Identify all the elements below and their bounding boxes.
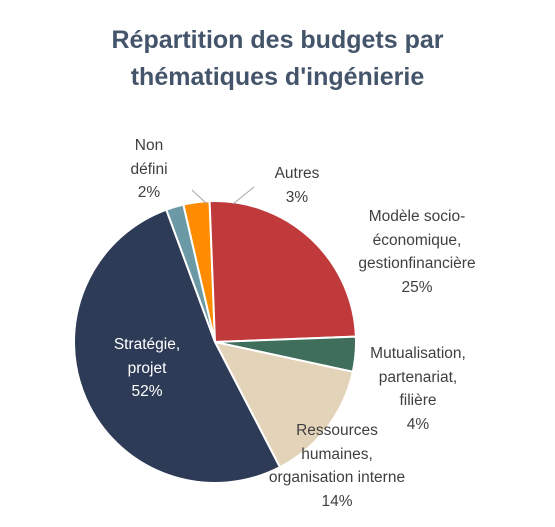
pie-slice-4	[73, 208, 282, 484]
pie-slice-1	[208, 200, 357, 344]
slice-label-modele-socio-economique: Modèle socio- économique, gestionfinanci…	[358, 208, 476, 296]
slice-label-autres: Autres 3%	[274, 165, 320, 206]
slice-label-strategie-projet: Stratégie, projet 52%	[113, 336, 181, 400]
leader-line-non-defini	[191, 189, 208, 205]
chart-title-line-1: Répartition des budgets par	[111, 26, 444, 54]
slice-label-ressources-humaines: Ressources humaines, organisation intern…	[268, 422, 406, 510]
pie-slice-5	[165, 203, 216, 343]
leader-line-autres	[232, 186, 255, 205]
chart-title-line-2: thématiques d'ingénierie	[130, 63, 425, 91]
pie-slice-3	[213, 340, 355, 469]
slice-label-non-defini: Non défini 2%	[130, 137, 168, 201]
chart-title: Répartition des budgets par thématiques …	[0, 22, 555, 96]
slice-label-mutualisation: Mutualisation, partenariat, filière 4%	[370, 345, 466, 433]
